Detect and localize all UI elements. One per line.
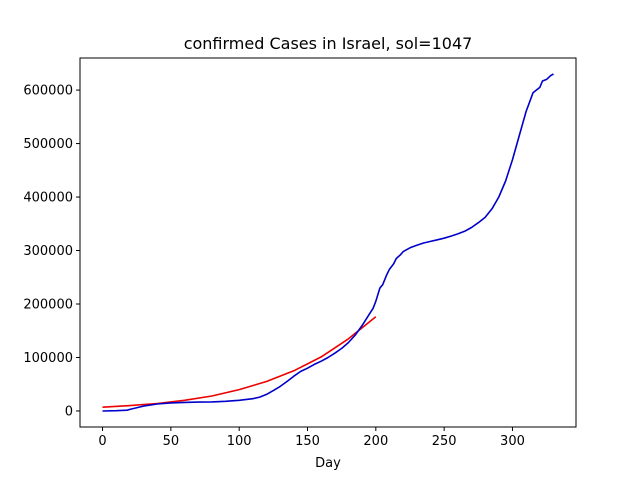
y-tick-label: 200000 (23, 298, 73, 313)
y-tick-label: 0 (65, 404, 73, 419)
y-tick-label: 600000 (23, 84, 73, 99)
plot-frame (79, 57, 577, 428)
x-tick-label: 300 (500, 434, 525, 449)
y-axis-ticks: 0 100000 200000 300000 400000 500000 600000 (23, 84, 80, 419)
series-line-1 (102, 316, 377, 408)
chart-title: confirmed Cases in Israel, sol=1047 (184, 34, 473, 53)
x-tick-label: 150 (295, 434, 320, 449)
x-tick-label: 0 (98, 434, 106, 449)
y-tick-label: 400000 (23, 191, 73, 206)
x-tick-label: 50 (163, 434, 180, 449)
y-tick-label: 300000 (23, 244, 73, 259)
x-axis-label: Day (315, 456, 341, 471)
x-tick-label: 250 (432, 434, 457, 449)
x-axis-ticks: 0 50 100 150 200 250 300 (98, 427, 525, 449)
plot-area (102, 73, 554, 412)
series-line-0 (102, 73, 554, 412)
x-tick-label: 100 (227, 434, 252, 449)
y-tick-label: 100000 (23, 351, 73, 366)
y-tick-label: 500000 (23, 137, 73, 152)
x-tick-label: 200 (363, 434, 388, 449)
